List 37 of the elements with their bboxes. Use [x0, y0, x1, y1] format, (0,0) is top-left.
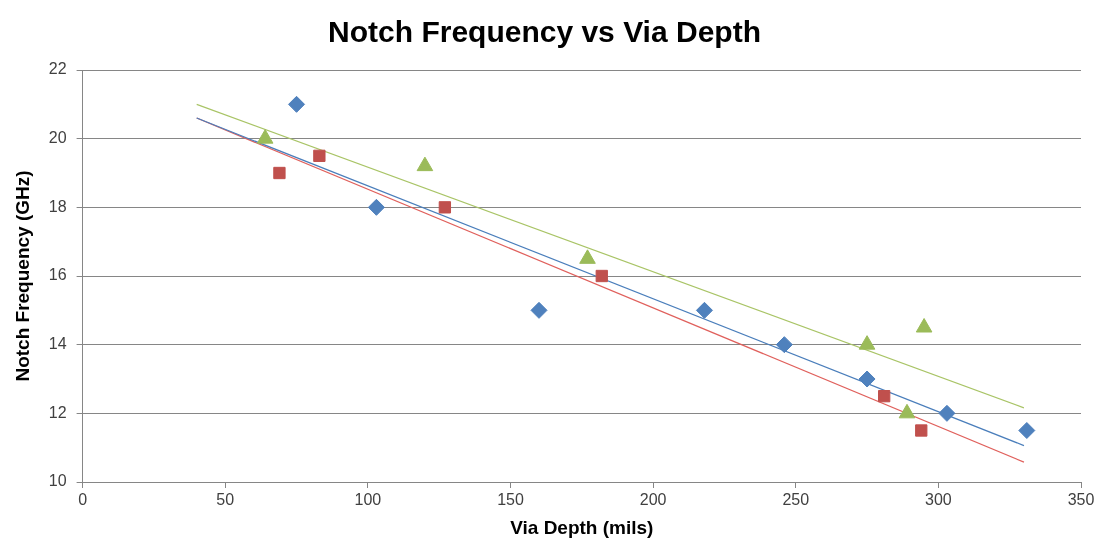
x-tick-label: 150 [497, 491, 524, 509]
y-tick-label: 16 [48, 266, 67, 284]
point [288, 95, 306, 113]
point [878, 390, 891, 403]
x-tick-label: 350 [1067, 491, 1095, 509]
y-axis-title: Notch Frequency (GHz) [11, 170, 33, 382]
x-axis-title: Via Depth (mils) [510, 516, 654, 538]
point [416, 156, 434, 172]
x-tick-label: 200 [639, 491, 667, 509]
point [367, 198, 385, 216]
point [915, 424, 928, 437]
y-tick-label: 12 [48, 403, 67, 421]
point [695, 301, 713, 319]
y-tick-label: 20 [48, 129, 67, 147]
x-tick-label: 0 [78, 491, 88, 509]
point [915, 318, 933, 333]
x-tick-label: 50 [216, 491, 235, 509]
point [313, 149, 326, 162]
point [938, 404, 956, 422]
y-tick-label: 18 [48, 197, 67, 215]
x-tick-label: 300 [925, 491, 952, 509]
point [858, 370, 876, 388]
point [273, 166, 286, 180]
point [438, 201, 452, 214]
x-tick-label: 100 [354, 491, 382, 509]
y-tick-label: 10 [48, 472, 67, 490]
chart-title: Notch Frequency vs Via Depth [328, 15, 761, 49]
y-tick-label: 14 [48, 335, 67, 353]
point [775, 336, 793, 354]
point [858, 335, 876, 350]
point [595, 269, 608, 283]
point [256, 129, 274, 144]
y-tick-label: 22 [48, 60, 67, 78]
x-tick-label: 250 [782, 491, 810, 509]
point [530, 301, 548, 319]
point [1018, 422, 1036, 439]
point [579, 249, 596, 264]
